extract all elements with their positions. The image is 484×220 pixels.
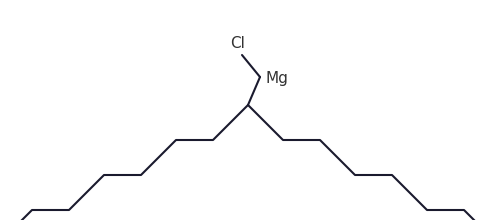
Text: Mg: Mg (265, 72, 288, 86)
Text: Cl: Cl (230, 36, 245, 51)
